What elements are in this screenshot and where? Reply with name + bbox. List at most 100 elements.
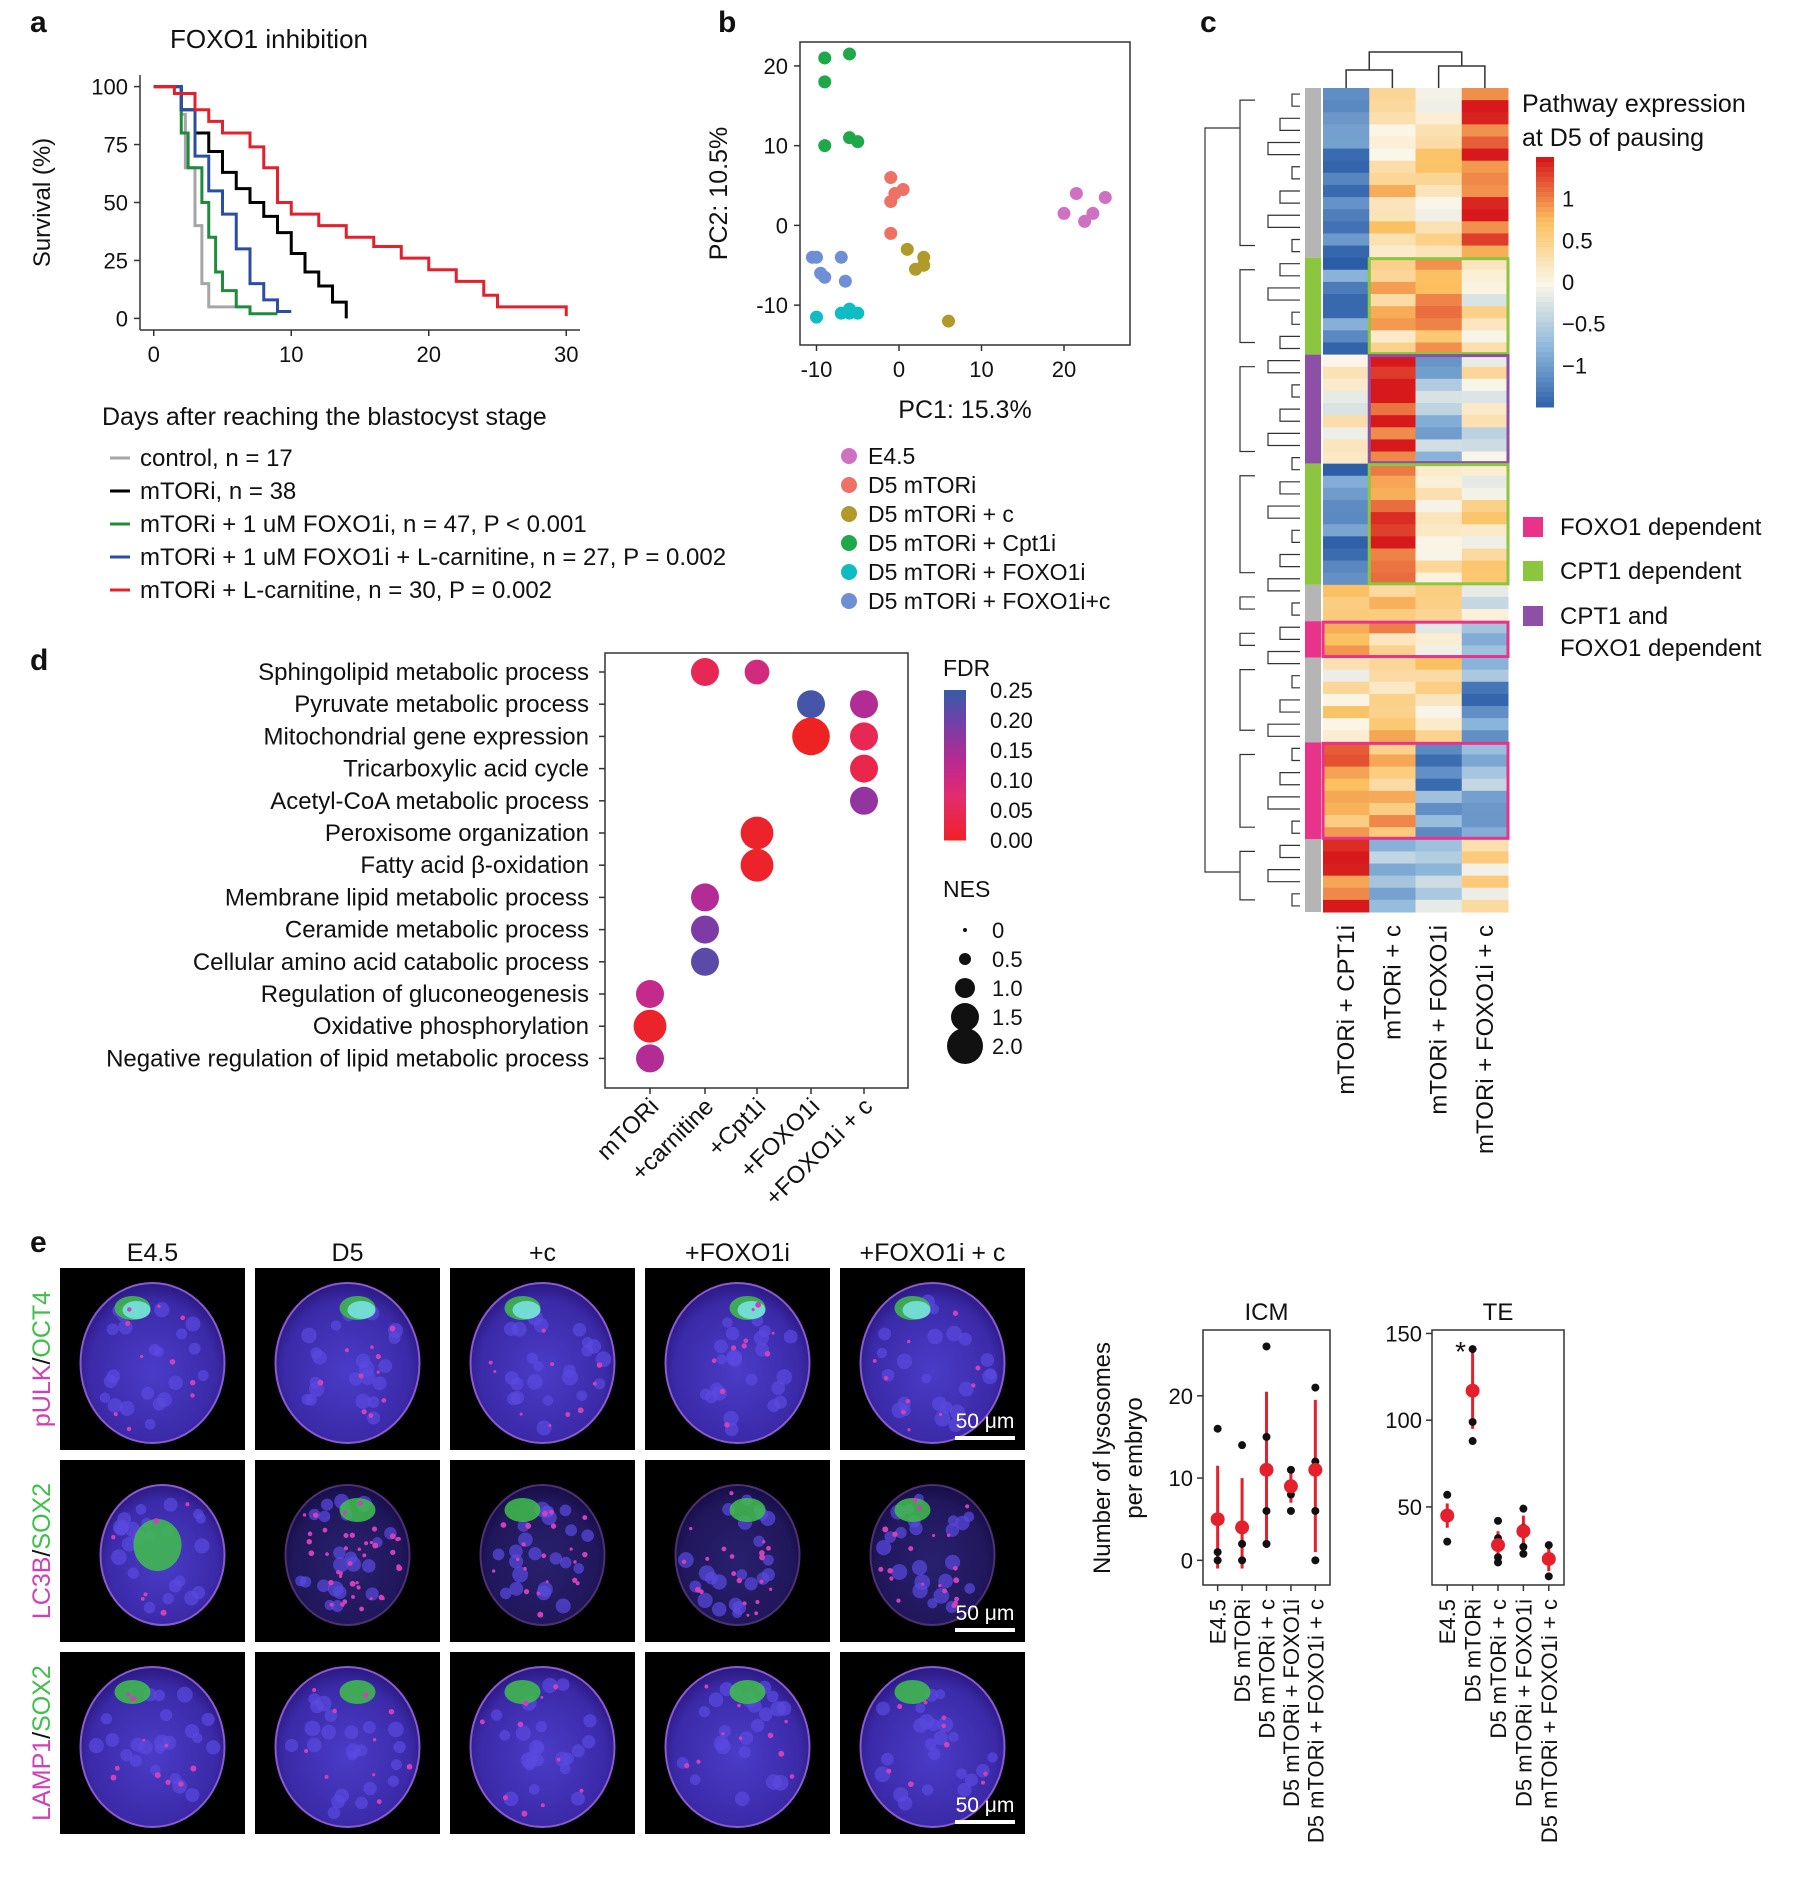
fdr-colorbar-segment <box>944 825 966 830</box>
data-point <box>1286 1465 1295 1474</box>
heatmap-cell <box>1369 221 1416 234</box>
magenta-punctum <box>140 1597 145 1601</box>
magenta-punctum <box>523 1566 527 1571</box>
heatmap-cell <box>1461 669 1509 683</box>
microscopy-image-r2-c2 <box>450 1652 635 1834</box>
nucleus <box>559 1556 572 1569</box>
nucleus <box>689 1774 701 1786</box>
heatmap-cell <box>1323 197 1370 210</box>
heatmap-cell <box>1369 633 1416 646</box>
magenta-punctum <box>550 1523 557 1529</box>
heatmap-cell <box>1415 403 1463 416</box>
heatmap-cell <box>1369 209 1416 222</box>
icm-green-signal <box>339 1498 376 1522</box>
gsea-dot-6 <box>850 754 878 783</box>
magenta-punctum <box>493 1369 497 1374</box>
nucleus <box>361 1559 376 1573</box>
icm-green-signal <box>504 1680 541 1704</box>
nucleus <box>976 1763 990 1778</box>
nucleus <box>927 1328 943 1345</box>
pca-point-3 <box>818 75 832 89</box>
nucleus <box>362 1720 376 1734</box>
magenta-punctum <box>737 1703 741 1708</box>
magenta-punctum <box>332 1708 337 1714</box>
colorbar-segment <box>1536 237 1554 243</box>
magenta-punctum <box>771 1331 775 1335</box>
data-point <box>1519 1504 1528 1513</box>
magenta-punctum <box>363 1692 369 1698</box>
pca-point-5 <box>818 270 832 284</box>
heatmap-cell <box>1461 609 1509 622</box>
legend-label-3: mTORi + 1 uM FOXO1i + L-carnitine, n = 2… <box>140 544 726 571</box>
magenta-punctum <box>541 1553 547 1559</box>
magenta-punctum <box>165 1779 171 1785</box>
magenta-punctum <box>942 1588 948 1594</box>
pca-point-3 <box>843 47 856 61</box>
heatmap-cell <box>1323 730 1370 743</box>
magenta-punctum <box>375 1353 381 1360</box>
heatmap-cell <box>1323 536 1370 549</box>
magenta-punctum <box>338 1574 343 1579</box>
heatmap-cell <box>1323 318 1370 331</box>
row-label-separator: / <box>28 1358 56 1365</box>
colorbar-segment <box>1536 207 1554 213</box>
nucleus <box>163 1497 178 1512</box>
colorbar-tick-label: 1 <box>1562 187 1574 212</box>
magenta-punctum <box>317 1379 324 1386</box>
nucleus <box>924 1738 937 1750</box>
nucleus <box>771 1381 786 1395</box>
nucleus <box>331 1794 345 1809</box>
magenta-punctum <box>525 1522 532 1529</box>
heatmap-cell <box>1369 899 1416 913</box>
magenta-punctum <box>169 1359 176 1365</box>
nucleus <box>875 1539 892 1556</box>
panel-letter-e: e <box>30 1226 47 1259</box>
nucleus <box>750 1718 765 1733</box>
row-annotation-bar <box>1305 354 1321 464</box>
pca-point-4 <box>810 310 823 324</box>
nucleus <box>945 1554 961 1570</box>
gsea-dot-3 <box>850 690 878 719</box>
magenta-punctum <box>755 1301 762 1308</box>
nucleus <box>714 1339 728 1354</box>
y-tick-label: 0 <box>1181 1548 1193 1573</box>
mean-point-3 <box>1516 1524 1531 1539</box>
magenta-punctum <box>721 1546 727 1552</box>
magenta-punctum <box>743 1338 749 1344</box>
magenta-punctum <box>755 1600 760 1604</box>
nucleus <box>881 1752 894 1766</box>
colorbar-segment <box>1536 242 1554 248</box>
heatmap-cell <box>1415 209 1463 222</box>
x-tick-label: -10 <box>801 357 833 382</box>
pathway-label-12: Negative regulation of lipid metabolic p… <box>106 1045 589 1072</box>
data-point <box>1238 1441 1247 1450</box>
nucleus <box>915 1703 926 1714</box>
nucleus <box>184 1590 199 1606</box>
heatmap-cell <box>1415 124 1463 137</box>
panel-letter-a: a <box>30 6 47 39</box>
heatmap-cell <box>1369 366 1416 380</box>
nucleus <box>333 1557 349 1573</box>
magenta-punctum <box>882 1526 889 1533</box>
data-point <box>1544 1572 1553 1581</box>
nucleus <box>593 1378 606 1390</box>
heatmap-cell <box>1415 706 1463 719</box>
heatmap-cell <box>1323 463 1370 477</box>
y-tick-label: 50 <box>1398 1495 1422 1520</box>
magenta-punctum <box>784 1719 788 1724</box>
row-label-stain-a: LAMP1 <box>28 1739 56 1821</box>
magenta-punctum <box>907 1339 911 1344</box>
x-tick-label: 0 <box>148 342 160 367</box>
nucleus <box>168 1375 183 1391</box>
pca-point-3 <box>851 135 865 149</box>
nucleus <box>874 1766 891 1783</box>
data-point <box>1262 1539 1271 1548</box>
nucleus <box>783 1329 798 1344</box>
heatmap-cell <box>1461 427 1509 440</box>
colorbar-segment <box>1536 337 1554 343</box>
nucleus <box>119 1400 135 1416</box>
y-tick-label: 0 <box>776 213 788 238</box>
row-dendrogram <box>1204 93 1300 907</box>
group-legend-swatch-1 <box>1523 561 1543 581</box>
